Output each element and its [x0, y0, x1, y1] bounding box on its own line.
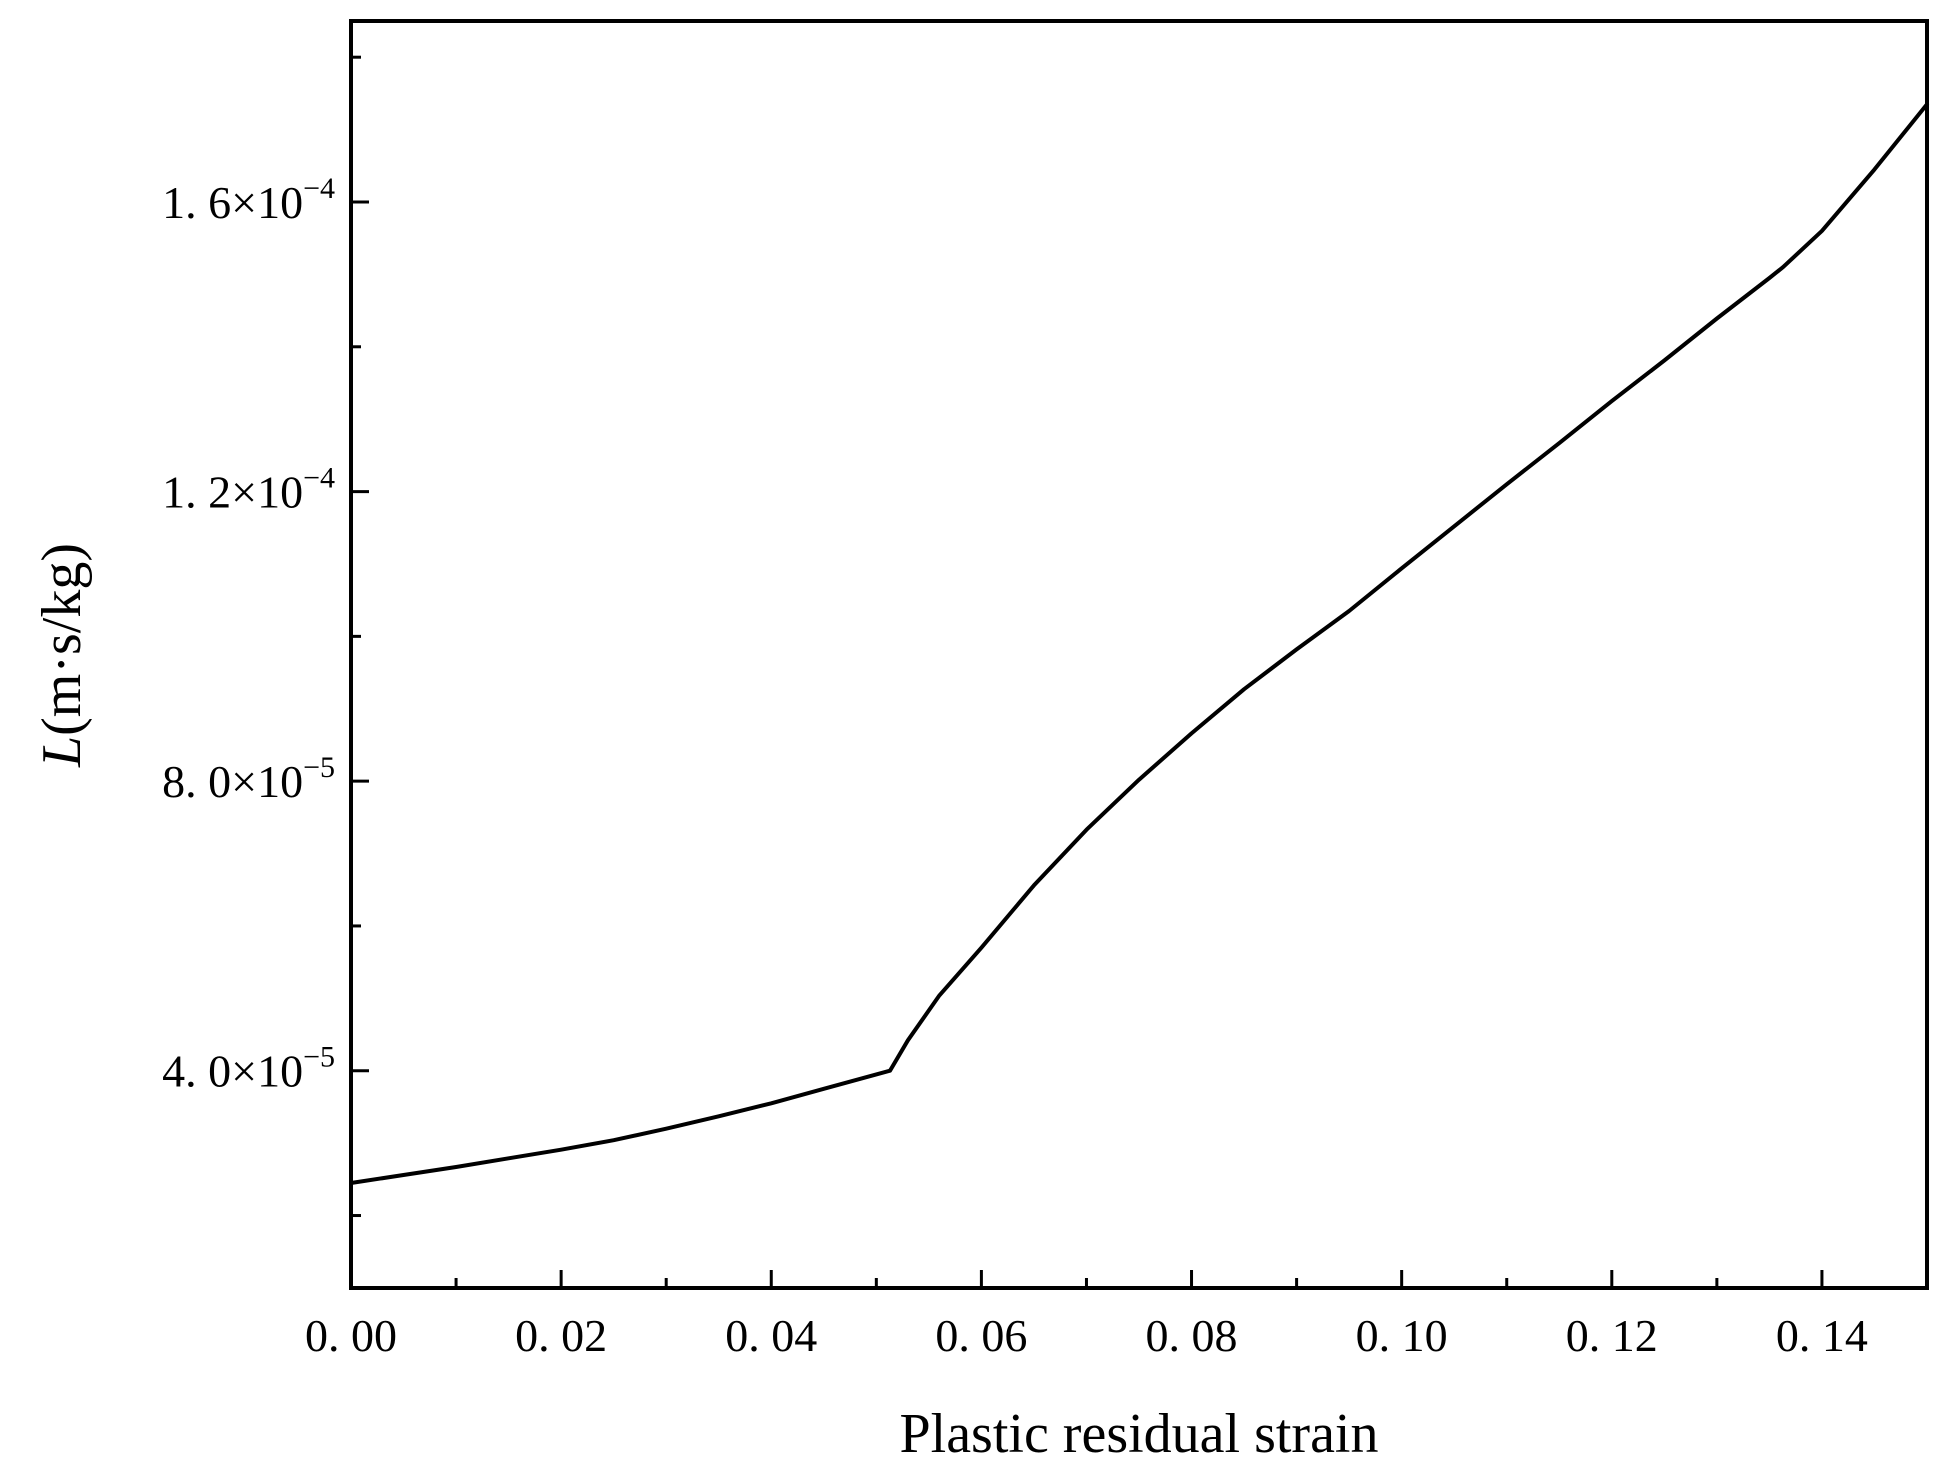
- x-axis-title: Plastic residual strain: [899, 1403, 1378, 1465]
- y-tick-mantissa: 1. 2×10: [162, 467, 303, 518]
- y-tick-label: 1. 2×10−4: [162, 462, 335, 518]
- x-tick-label: 0. 14: [1776, 1310, 1868, 1361]
- x-tick-label: 0. 02: [515, 1310, 607, 1361]
- major-ticks: [349, 200, 1824, 1288]
- y-tick-mantissa: 8. 0×10: [162, 756, 303, 807]
- x-tick-label: 0. 06: [935, 1310, 1027, 1361]
- y-axis-title: L(m·s/kg): [31, 543, 93, 768]
- y-tick-labels: 4. 0×10−58. 0×10−51. 2×10−41. 6×10−4: [162, 172, 335, 1097]
- x-tick-label: 0. 00: [305, 1310, 397, 1361]
- y-tick-exponent: −4: [303, 462, 335, 495]
- x-tick-label: 0. 08: [1146, 1310, 1238, 1361]
- y-tick-mantissa: 1. 6×10: [162, 177, 303, 228]
- y-tick-mantissa: 4. 0×10: [162, 1046, 303, 1097]
- x-tick-label: 0. 04: [725, 1310, 817, 1361]
- plot-frame: [349, 19, 1929, 1290]
- y-tick-exponent: −5: [303, 751, 335, 784]
- series-line: [349, 102, 1929, 1185]
- x-tick-label: 0. 10: [1356, 1310, 1448, 1361]
- x-tick-label: 0. 12: [1566, 1310, 1658, 1361]
- y-tick-label: 8. 0×10−5: [162, 751, 335, 807]
- series-layer: [349, 102, 1929, 1185]
- y-tick-label: 1. 6×10−4: [162, 172, 335, 228]
- y-tick-exponent: −5: [303, 1041, 335, 1074]
- y-tick-exponent: −4: [303, 172, 335, 205]
- minor-ticks: [351, 55, 1719, 1288]
- x-tick-labels: 0. 00 0. 02 0. 04 0. 06 0. 08 0. 10 0. 12 0. 14: [305, 1310, 1868, 1361]
- y-tick-label: 4. 0×10−5: [162, 1041, 335, 1097]
- y-axis-symbol: L: [31, 736, 93, 768]
- y-axis-unit: (m·s/kg): [31, 543, 93, 736]
